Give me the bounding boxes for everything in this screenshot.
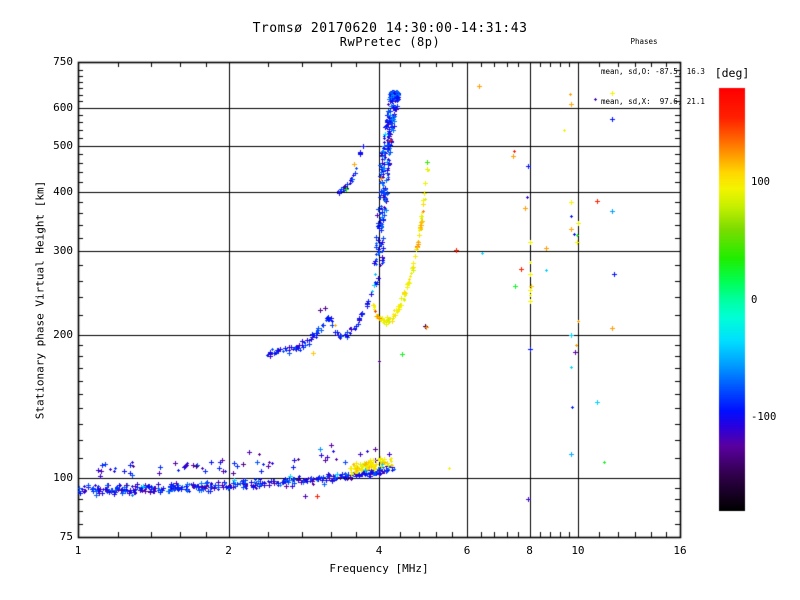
x-tick-label: 2 <box>225 544 232 557</box>
y-tick-label: 500 <box>53 138 73 152</box>
x-tick-label: 1 <box>74 544 82 557</box>
phase-stats-x-line: mean, sd,X: 97.6, 21.1 <box>601 97 705 106</box>
y-tick-label: 200 <box>53 327 73 341</box>
y-tick-label: 750 <box>53 55 73 68</box>
y-tick-label: 100 <box>53 470 73 484</box>
colorbar-tick-label: -100 <box>751 411 777 423</box>
colorbar-tick-label: 0 <box>751 293 758 306</box>
x-axis-title: Frequency [MHz] <box>329 562 429 575</box>
phase-stats-o-line: mean, sd,O: -87.5, 16.3 <box>601 67 705 76</box>
phase-stats-block: Phases mean, sd,O: -87.5, 16.3 mean, sd,… <box>601 17 713 127</box>
x-tick-label: 6 <box>463 544 471 557</box>
y-tick-label: 300 <box>53 244 73 258</box>
y-tick-label: 400 <box>53 184 73 198</box>
colorbar-tick-label: 100 <box>751 176 770 188</box>
phase-stats-heading: Phases <box>630 37 658 46</box>
y-tick-label: 600 <box>53 101 73 115</box>
y-tick-label: 75 <box>59 530 73 543</box>
x-tick-label: 10 <box>571 544 585 557</box>
x-tick-label: 4 <box>375 544 383 557</box>
y-axis-title: Stationary phase Virtual Height [km] <box>33 180 47 420</box>
x-tick-label: 16 <box>673 544 687 557</box>
plot-subtitle: RwPretec (8p) <box>339 35 441 49</box>
colorbar-unit-label: [deg] <box>714 66 750 80</box>
x-tick-label: 8 <box>526 544 533 557</box>
plot-title: Tromsø 20170620 14:30:00-14:31:43 <box>252 21 528 36</box>
